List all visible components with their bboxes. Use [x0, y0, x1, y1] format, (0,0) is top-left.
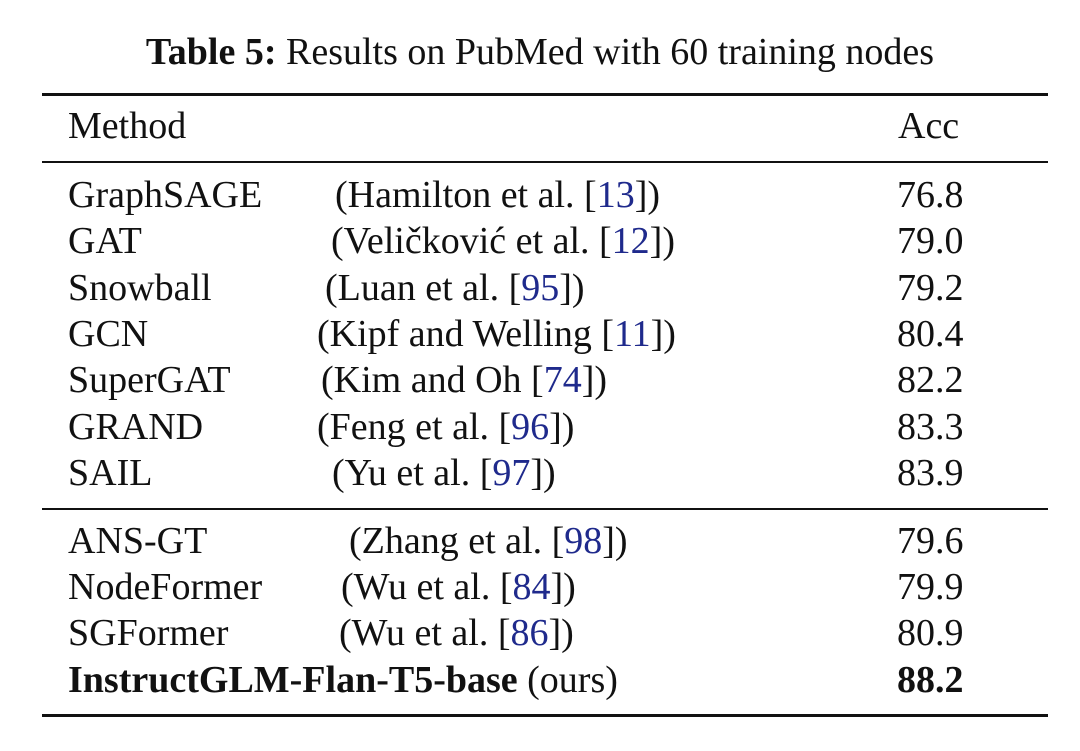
acc-value: 79.0 [897, 220, 964, 262]
method-name: Snowball [68, 267, 212, 309]
citation-link[interactable]: 98 [564, 520, 603, 562]
acc-value: 79.6 [897, 520, 964, 562]
table-row: GCN (Kipf and Welling [11]) 80.4 [0, 311, 1080, 357]
top-rule [42, 93, 1048, 96]
reference: (Yu et al. [97]) [332, 452, 556, 494]
reference: (Kipf and Welling [11]) [317, 313, 676, 355]
method-name: GAT [68, 220, 142, 262]
table-row: ANS-GT (Zhang et al. [98]) 79.6 [0, 518, 1080, 564]
group-rule [42, 508, 1048, 510]
table-row: NodeFormer (Wu et al. [84]) 79.9 [0, 564, 1080, 610]
citation-link[interactable]: 74 [543, 359, 582, 401]
reference: (Wu et al. [86]) [339, 612, 574, 654]
acc-value: 80.9 [897, 612, 964, 654]
table-row: Snowball (Luan et al. [95]) 79.2 [0, 265, 1080, 311]
method-name: InstructGLM-Flan-T5-base (ours) [68, 657, 618, 703]
reference: (Zhang et al. [98]) [349, 520, 628, 562]
acc-value: 76.8 [897, 174, 964, 216]
method-name: ANS-GT [68, 520, 208, 562]
bottom-rule [42, 714, 1048, 717]
header-acc: Acc [898, 105, 960, 147]
citation-link[interactable]: 84 [512, 566, 551, 608]
method-name: GraphSAGE [68, 174, 263, 216]
reference: (Wu et al. [84]) [341, 566, 576, 608]
acc-value: 82.2 [897, 359, 964, 401]
acc-value: 79.9 [897, 566, 964, 608]
table-row: SAIL (Yu et al. [97]) 83.9 [0, 450, 1080, 496]
citation-link[interactable]: 11 [614, 313, 651, 355]
method-name: SuperGAT [68, 359, 231, 401]
method-name: SAIL [68, 452, 153, 494]
table-caption: Table 5: Results on PubMed with 60 train… [0, 28, 1080, 76]
table-row: GRAND (Feng et al. [96]) 83.3 [0, 404, 1080, 450]
citation-link[interactable]: 12 [611, 220, 650, 262]
caption-label: Table 5: [145, 31, 277, 73]
reference: (Veličković et al. [12]) [331, 220, 675, 262]
method-name: GCN [68, 313, 149, 355]
method-name: NodeFormer [68, 566, 263, 608]
acc-value: 88.2 [897, 659, 964, 701]
citation-link[interactable]: 96 [511, 406, 550, 448]
table-row: SGFormer (Wu et al. [86]) 80.9 [0, 610, 1080, 656]
reference: (Feng et al. [96]) [317, 406, 575, 448]
acc-value: 83.3 [897, 406, 964, 448]
method-name: GRAND [68, 406, 204, 448]
ours-note: (ours) [517, 659, 618, 701]
caption-text: Results on PubMed with 60 training nodes [285, 31, 935, 73]
header-rule [42, 161, 1048, 163]
table-row: GAT (Veličković et al. [12]) 79.0 [0, 218, 1080, 264]
citation-link[interactable]: 13 [596, 174, 635, 216]
acc-value: 80.4 [897, 313, 964, 355]
table-row: GraphSAGE (Hamilton et al. [13]) 76.8 [0, 172, 1080, 218]
citation-link[interactable]: 95 [521, 267, 560, 309]
reference: (Hamilton et al. [13]) [335, 174, 661, 216]
acc-value: 79.2 [897, 267, 964, 309]
reference: (Kim and Oh [74]) [321, 359, 607, 401]
table-row-ours: InstructGLM-Flan-T5-base (ours) 88.2 [0, 657, 1080, 703]
ours-method-name: InstructGLM-Flan-T5-base [68, 659, 518, 701]
citation-link[interactable]: 97 [492, 452, 531, 494]
method-name: SGFormer [68, 612, 229, 654]
reference: (Luan et al. [95]) [325, 267, 585, 309]
citation-link[interactable]: 86 [510, 612, 549, 654]
acc-value: 83.9 [897, 452, 964, 494]
header-method: Method [68, 105, 187, 147]
table-row: SuperGAT (Kim and Oh [74]) 82.2 [0, 357, 1080, 403]
